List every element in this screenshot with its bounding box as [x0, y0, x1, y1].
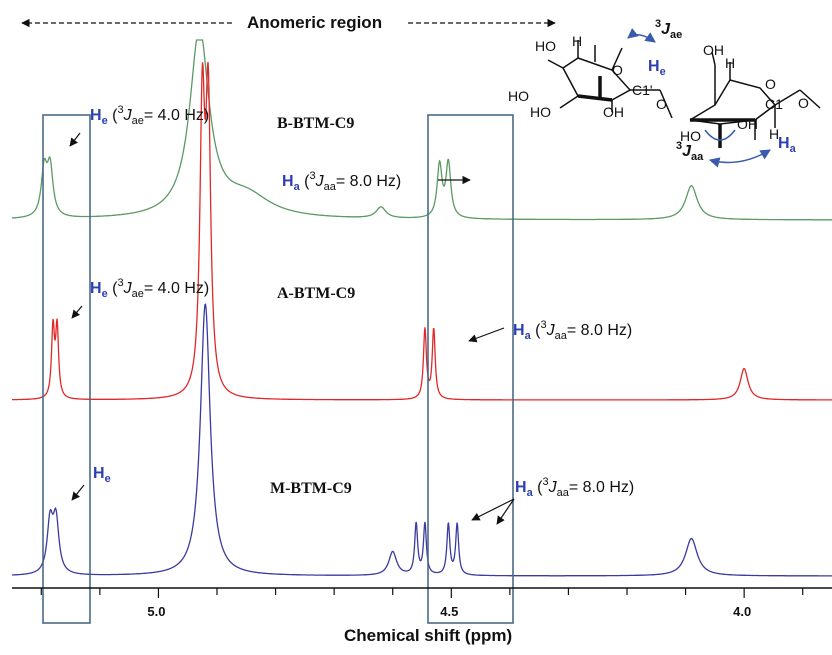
spectrum-trace-b-btm-c9 [11, 39, 832, 221]
struct-ha-label: Ha [778, 135, 796, 155]
series-label-m: M-BTM-C9 [270, 480, 352, 497]
struct-label-ho-3: HO [530, 104, 551, 120]
struct-label-oh-3: OH [737, 116, 758, 132]
he-region-box [42, 114, 91, 624]
struct-label-ho-4: HO [680, 128, 701, 144]
struct-label-h-3: H [769, 126, 780, 142]
x-tick-label: 5.0 [147, 604, 166, 619]
b-ha-annotation: Ha (3Jaa= 8.0 Hz) [282, 170, 402, 193]
coupling-aa-arrow-2 [704, 129, 736, 141]
struct-label-o-4: O [798, 95, 809, 111]
a-he-arrow [71, 305, 83, 319]
m-ha-annotation: Ha (3Jaa= 8.0 Hz) [515, 476, 635, 499]
anomeric-region-label: Anomeric region [247, 13, 383, 32]
coupling-aa-arrow [708, 149, 771, 168]
a-ha-arrow [468, 327, 505, 343]
spectrum-trace-m-btm-c9 [12, 303, 832, 577]
x-axis-ticks [40, 588, 804, 598]
struct-label-oh-1: OH [603, 104, 624, 120]
struct-label-oh-2: OH [703, 42, 724, 58]
struct-label-o-2: O [656, 96, 667, 112]
series-label-a: A-BTM-C9 [277, 285, 356, 302]
coupling-ae-arrow [627, 28, 656, 43]
ha-region-box [427, 114, 514, 624]
struct-label-c1: C1 [765, 96, 783, 112]
x-tick-label: 4.5 [440, 604, 459, 619]
a-he-annotation: He (3Jae= 4.0 Hz) [90, 277, 210, 300]
m-he-annotation: He [93, 465, 111, 485]
coupling-aa-label: 3Jaa [676, 140, 704, 163]
struct-label-o-1: O [612, 62, 623, 78]
m-ha-arrow-2 [496, 498, 515, 525]
b-he-arrow [69, 132, 81, 147]
coupling-ae-label: 3Jae [655, 18, 683, 41]
x-axis-title: Chemical shift (ppm) [344, 626, 513, 645]
m-he-arrow [71, 484, 85, 501]
b-he-annotation: He (3Jae= 4.0 Hz) [90, 104, 210, 127]
spectrum-traces [11, 39, 832, 577]
a-ha-annotation: Ha (3Jaa= 8.0 Hz) [513, 319, 633, 342]
spectrum-trace-a-btm-c9 [12, 61, 832, 401]
series-label-b: B-BTM-C9 [277, 115, 355, 132]
struct-label-o-3: O [765, 76, 776, 92]
struct-label-h-1: H [572, 33, 583, 49]
disaccharide-structure [547, 40, 821, 148]
struct-label-c1-prime: C1' [632, 82, 653, 98]
m-ha-arrow-1 [471, 498, 515, 521]
x-tick-label: 4.0 [733, 604, 752, 619]
struct-label-h-2: H [725, 55, 736, 71]
struct-label-ho-2: HO [508, 88, 529, 104]
struct-he-label: He [648, 58, 666, 78]
struct-label-ho-1: HO [535, 38, 556, 54]
